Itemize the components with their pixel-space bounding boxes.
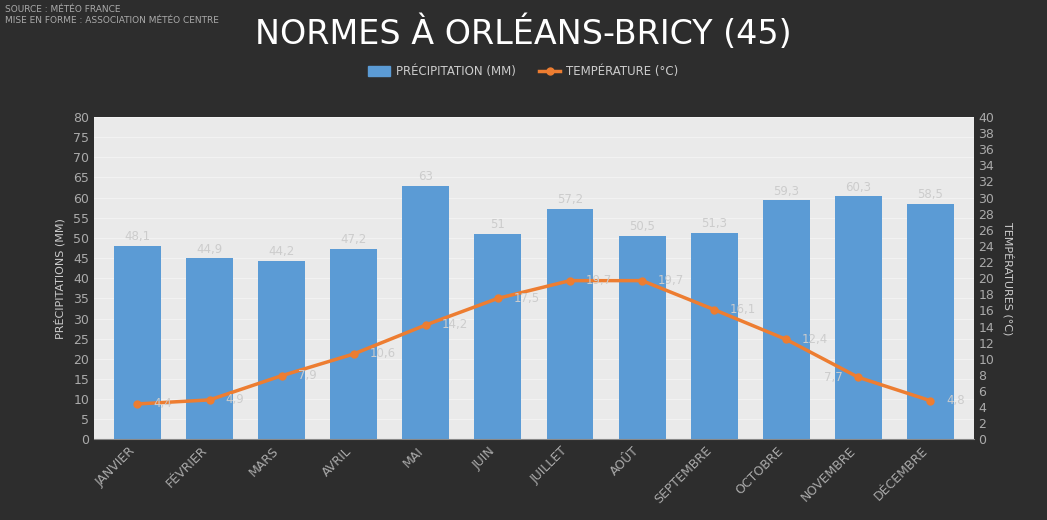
- Bar: [402, 186, 449, 439]
- Text: 19,7: 19,7: [586, 274, 612, 287]
- Y-axis label: PRÉCIPITATIONS (MM): PRÉCIPITATIONS (MM): [53, 218, 65, 339]
- Bar: [907, 204, 954, 439]
- Text: 57,2: 57,2: [557, 193, 583, 206]
- Text: 50,5: 50,5: [629, 220, 655, 233]
- Text: 7,7: 7,7: [824, 371, 843, 384]
- Text: 63: 63: [419, 170, 433, 183]
- Bar: [114, 245, 161, 439]
- Bar: [474, 234, 521, 439]
- Text: 51: 51: [490, 218, 506, 231]
- Bar: [834, 197, 882, 439]
- Bar: [619, 236, 666, 439]
- Text: 4,9: 4,9: [225, 394, 244, 407]
- Text: 51,3: 51,3: [701, 217, 728, 230]
- Bar: [259, 261, 305, 439]
- Text: 44,2: 44,2: [268, 245, 295, 258]
- Legend: PRÉCIPITATION (MM), TEMPÉRATURE (°C): PRÉCIPITATION (MM), TEMPÉRATURE (°C): [363, 60, 684, 83]
- Bar: [186, 258, 233, 439]
- Text: NORMES À ORLÉANS-BRICY (45): NORMES À ORLÉANS-BRICY (45): [255, 16, 792, 51]
- Bar: [330, 249, 377, 439]
- Bar: [763, 200, 809, 439]
- Text: SOURCE : MÉTÉO FRANCE
MISE EN FORME : ASSOCIATION MÉTÉO CENTRE: SOURCE : MÉTÉO FRANCE MISE EN FORME : AS…: [5, 5, 219, 24]
- Text: 10,6: 10,6: [370, 347, 396, 360]
- Text: 60,3: 60,3: [845, 180, 871, 193]
- Text: 44,9: 44,9: [197, 243, 223, 256]
- Text: 17,5: 17,5: [514, 292, 540, 305]
- Text: 12,4: 12,4: [802, 333, 828, 346]
- Y-axis label: TEMPÉRATURES (°C): TEMPÉRATURES (°C): [1003, 222, 1015, 335]
- Text: 4,8: 4,8: [946, 394, 965, 407]
- Text: 19,7: 19,7: [658, 274, 684, 287]
- Text: 48,1: 48,1: [125, 230, 151, 243]
- Text: 59,3: 59,3: [774, 185, 799, 198]
- Bar: [691, 232, 738, 439]
- Text: 14,2: 14,2: [442, 318, 468, 331]
- Text: 58,5: 58,5: [917, 188, 943, 201]
- Text: 7,9: 7,9: [297, 369, 316, 382]
- Text: 47,2: 47,2: [340, 233, 366, 246]
- Bar: [547, 209, 594, 439]
- Text: 16,1: 16,1: [730, 303, 756, 316]
- Text: 4,4: 4,4: [153, 397, 172, 410]
